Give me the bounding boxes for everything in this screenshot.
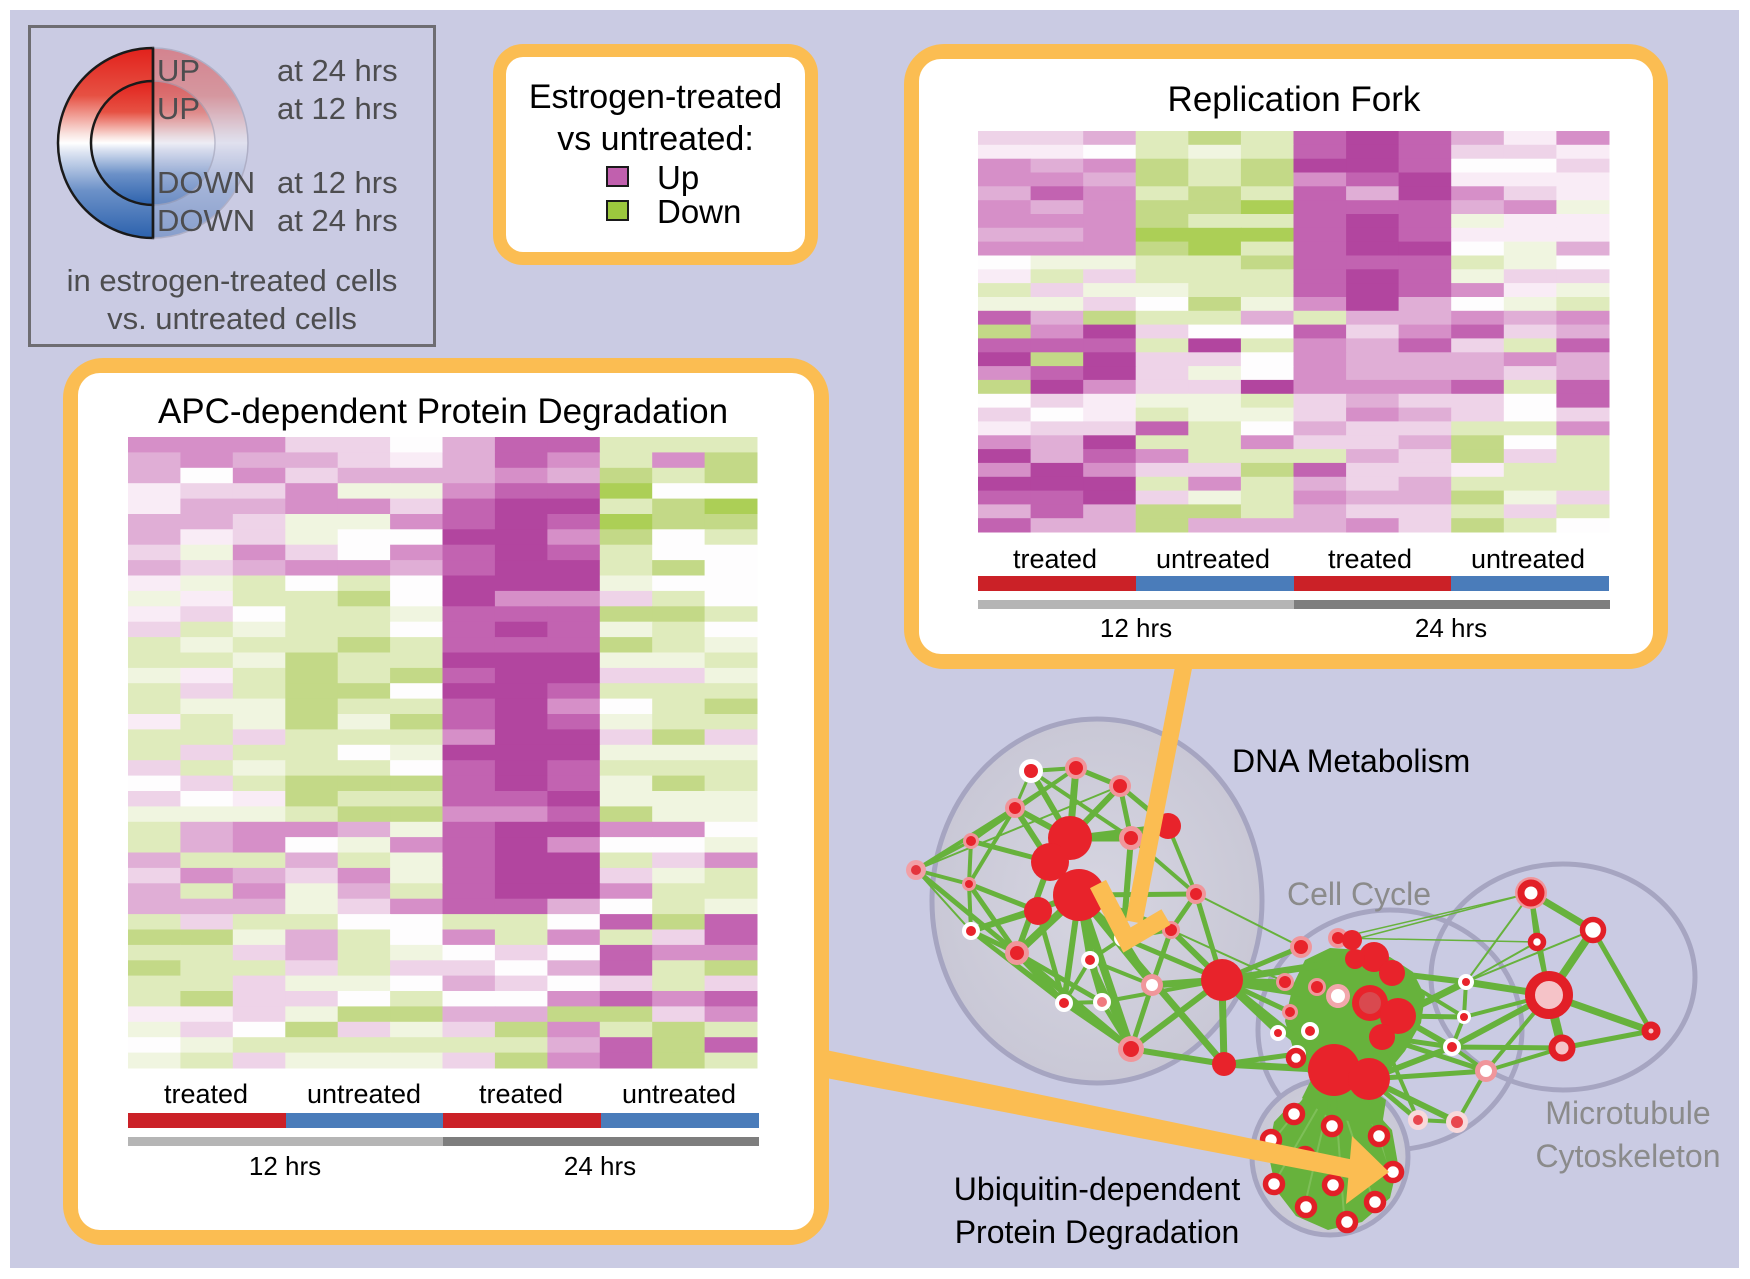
svg-text:Cell Cycle: Cell Cycle (1287, 876, 1431, 912)
svg-text:Ubiquitin-dependent: Ubiquitin-dependent (954, 1171, 1241, 1207)
svg-text:DNA Metabolism: DNA Metabolism (1232, 743, 1470, 779)
svg-text:Microtubule: Microtubule (1545, 1095, 1710, 1131)
svg-text:Protein Degradation: Protein Degradation (955, 1214, 1240, 1250)
svg-text:Cytoskeleton: Cytoskeleton (1536, 1138, 1721, 1174)
